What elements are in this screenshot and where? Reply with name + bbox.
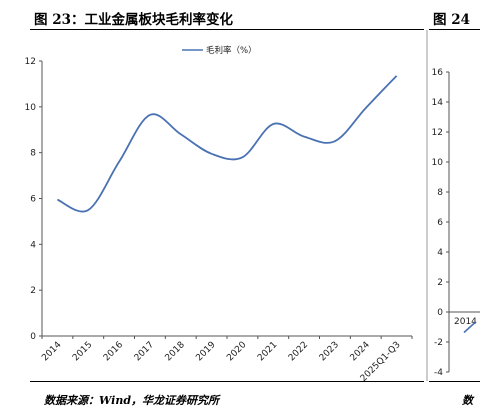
- figure-24-title: 图 24: [433, 12, 470, 28]
- y-tick-label-right: 4: [437, 248, 443, 258]
- series-line-gross-margin: [57, 75, 398, 213]
- x-tick-label: 2024: [349, 340, 372, 363]
- y-tick-label-right: -4: [434, 368, 443, 378]
- y-tick-label-right: 16: [432, 68, 444, 78]
- bottom-rule-left: [30, 381, 424, 382]
- data-source-left: 数据来源：Wind，华龙证券研究所: [44, 394, 220, 407]
- y-tick-label-right: -2: [434, 338, 443, 348]
- bottom-rule-right: [429, 381, 480, 382]
- y-tick-label-right: 8: [437, 188, 443, 198]
- top-rule-left: [30, 29, 424, 30]
- x-tick-label: 2014: [40, 340, 63, 363]
- x-tick-label: 2015: [71, 340, 94, 363]
- left-axes: 0 2 4 6 8 10 12 2014 2015 2016 2017 2018 2019 2020 202…: [25, 57, 413, 384]
- left-chart: 毛利率（%） 0 2 4 6 8 10 12 2014 2015 2016 2017 2018 2019…: [25, 45, 413, 384]
- x-tick-label: 2016: [102, 340, 125, 363]
- x-tick-label: 2020: [225, 340, 248, 363]
- right-chart: -4 -2 0 2 4 6 8 10 12 14 16 2014: [432, 68, 480, 378]
- y-tick-label-right: 10: [432, 158, 444, 168]
- y-tick-label: 0: [30, 332, 36, 342]
- series-line-right: [463, 321, 476, 334]
- x-tick-label: 2019: [194, 340, 217, 363]
- right-axes: -4 -2 0 2 4 6 8 10 12 14 16 2014: [432, 68, 480, 378]
- y-tick-label: 8: [30, 149, 36, 159]
- x-tick-label: 2022: [287, 340, 310, 363]
- y-tick-label: 6: [30, 195, 36, 205]
- y-tick-label-right: 14: [432, 98, 444, 108]
- y-tick-label: 12: [25, 57, 36, 67]
- y-tick-label: 4: [30, 240, 36, 250]
- y-tick-label-right: 0: [437, 308, 443, 318]
- x-tick-label: 2021: [256, 340, 279, 363]
- x-tick-label: 2023: [318, 340, 341, 363]
- legend-label: 毛利率（%）: [206, 45, 257, 56]
- top-rule-right: [429, 29, 480, 30]
- x-tick-label: 2018: [164, 340, 187, 363]
- y-tick-label: 2: [30, 286, 36, 296]
- x-tick-label: 2017: [133, 340, 156, 363]
- data-source-right: 数: [462, 394, 473, 407]
- y-tick-label-right: 6: [437, 218, 443, 228]
- y-tick-label-right: 12: [432, 128, 443, 138]
- figure-23-title: 图 23：工业金属板块毛利率变化: [34, 12, 233, 28]
- x-tick-label-right: 2014: [454, 317, 477, 327]
- y-tick-label-right: 2: [437, 278, 443, 288]
- y-tick-label: 10: [25, 103, 37, 113]
